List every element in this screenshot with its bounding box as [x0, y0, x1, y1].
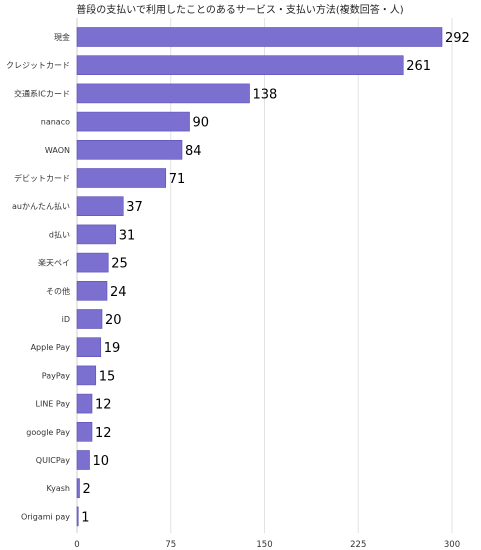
bar-8 — [76, 252, 109, 273]
grid-lines — [76, 18, 453, 533]
category-label: nanaco — [41, 118, 70, 127]
value-label: 138 — [253, 87, 278, 102]
category-label: auかんたん払い — [12, 201, 70, 211]
bar-7 — [76, 224, 117, 245]
x-tick-label: 150 — [256, 540, 272, 550]
bar-13 — [76, 393, 93, 414]
value-label: 292 — [445, 31, 470, 46]
bar-14 — [76, 421, 93, 442]
bar-12 — [76, 365, 97, 386]
x-axis-ticks: 0 75 150 225 300 — [74, 540, 460, 550]
x-tick-label: 0 — [74, 540, 79, 550]
value-label: 20 — [105, 313, 122, 328]
bar-3 — [76, 111, 190, 132]
x-tick-label: 225 — [350, 540, 366, 550]
category-label: Kyash — [46, 484, 70, 493]
category-label: WAON — [45, 146, 70, 155]
value-label: 261 — [406, 59, 431, 74]
value-label: 12 — [95, 398, 112, 413]
category-label: PayPay — [42, 371, 70, 380]
category-label: LINE Pay — [36, 400, 71, 409]
category-label: Apple Pay — [31, 343, 71, 352]
value-label: 19 — [104, 341, 121, 356]
bar-9 — [76, 280, 108, 301]
bar-0 — [76, 27, 443, 47]
x-tick-label: 300 — [444, 540, 460, 550]
category-label: クレジットカード — [6, 61, 70, 70]
bar-5 — [76, 168, 167, 188]
bar-1 — [76, 55, 404, 76]
category-label: 現金 — [54, 32, 70, 42]
value-label: 84 — [185, 144, 202, 159]
bar-10 — [76, 309, 103, 329]
category-label: google Pay — [26, 428, 70, 437]
value-label: 10 — [93, 454, 110, 469]
category-label: QUICPay — [36, 456, 70, 465]
category-label: iD — [62, 315, 70, 324]
category-label: 楽天ペイ — [38, 258, 70, 268]
value-labels: 292 261 138 90 84 71 37 31 25 24 20 19 15 12 12 102 1 — [81, 31, 470, 525]
value-label: 31 — [119, 228, 136, 243]
category-label: デビットカード — [14, 173, 70, 183]
bar-11 — [76, 337, 102, 358]
bar-4 — [76, 140, 183, 160]
value-label: 2 — [83, 482, 91, 497]
bars — [76, 27, 443, 527]
bar-6 — [76, 196, 124, 216]
category-label: Origami pay — [21, 512, 70, 521]
chart-title: 普段の支払いで利用したことのあるサービス・支払い方法(複数回答・人) — [76, 3, 404, 16]
category-label: 交通系ICカード — [14, 88, 70, 98]
value-label: 15 — [99, 369, 116, 384]
value-label: 71 — [169, 172, 186, 187]
category-label: d払い — [49, 229, 70, 239]
value-label: 1 — [81, 510, 89, 525]
value-label: 90 — [193, 116, 210, 131]
value-label: 37 — [126, 200, 143, 215]
bar-17 — [76, 506, 79, 527]
bar-16 — [76, 478, 80, 499]
value-label: 24 — [110, 285, 127, 300]
bar-15 — [76, 450, 90, 470]
bar-2 — [76, 83, 250, 104]
category-label: その他 — [46, 286, 70, 296]
x-tick-label: 75 — [165, 540, 176, 550]
value-label: 25 — [111, 257, 128, 272]
value-label: 12 — [95, 426, 112, 441]
